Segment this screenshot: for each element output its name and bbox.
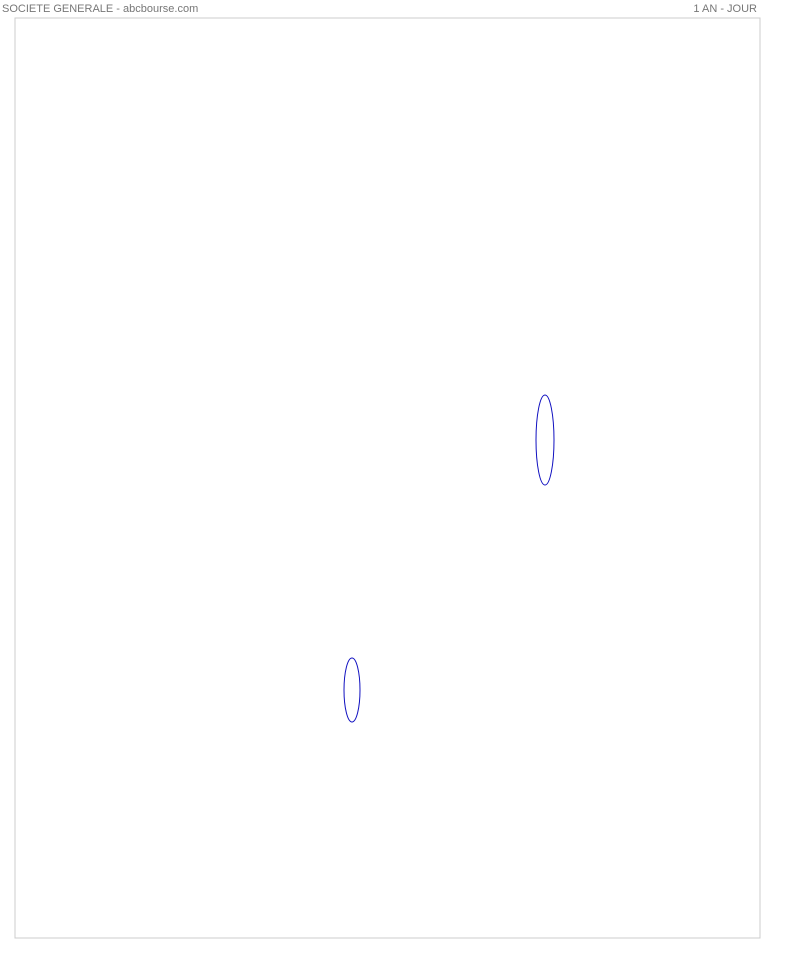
highlight-ellipse (535, 394, 555, 486)
highlight-ellipse (343, 657, 361, 723)
chart-title: SOCIETE GENERALE - abcbourse.com (2, 3, 198, 15)
plot-area (14, 17, 761, 939)
period: 1 AN - JOUR (693, 3, 757, 15)
